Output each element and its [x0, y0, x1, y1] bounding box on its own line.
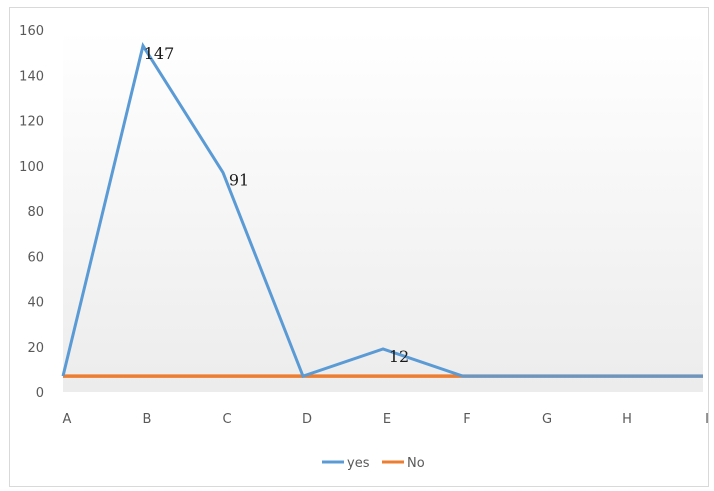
plot-area — [63, 30, 703, 392]
y-axis: 0 20 40 60 80 100 120 140 160 — [19, 24, 44, 401]
x-tick-label: F — [463, 412, 470, 427]
y-tick-label: 60 — [27, 250, 44, 265]
y-tick-label: 100 — [19, 160, 44, 175]
x-tick-label: B — [143, 412, 152, 427]
x-tick-label: I — [705, 412, 709, 427]
data-labels: 147 91 12 — [144, 44, 409, 366]
data-label: 147 — [144, 44, 175, 63]
y-tick-label: 120 — [19, 115, 44, 130]
series-line-yes — [61, 42, 703, 379]
x-tick-label: G — [542, 412, 552, 427]
x-axis: A B C D E F G H I — [63, 412, 709, 427]
y-tick-label: 40 — [27, 296, 44, 311]
data-label: 91 — [229, 171, 249, 190]
legend: yes No — [322, 456, 425, 471]
x-tick-label: D — [302, 412, 312, 427]
y-tick-label: 80 — [27, 205, 44, 220]
y-tick-label: 160 — [19, 24, 44, 39]
series-layer — [61, 42, 703, 379]
y-tick-label: 0 — [36, 386, 44, 401]
y-tick-label: 20 — [27, 341, 44, 356]
legend-label-no: No — [407, 456, 425, 471]
x-tick-label: H — [622, 412, 632, 427]
x-tick-label: C — [222, 412, 231, 427]
data-label: 12 — [389, 347, 409, 366]
x-tick-label: E — [383, 412, 391, 427]
y-tick-label: 140 — [19, 69, 44, 84]
x-tick-label: A — [63, 412, 72, 427]
legend-label-yes: yes — [347, 456, 370, 471]
